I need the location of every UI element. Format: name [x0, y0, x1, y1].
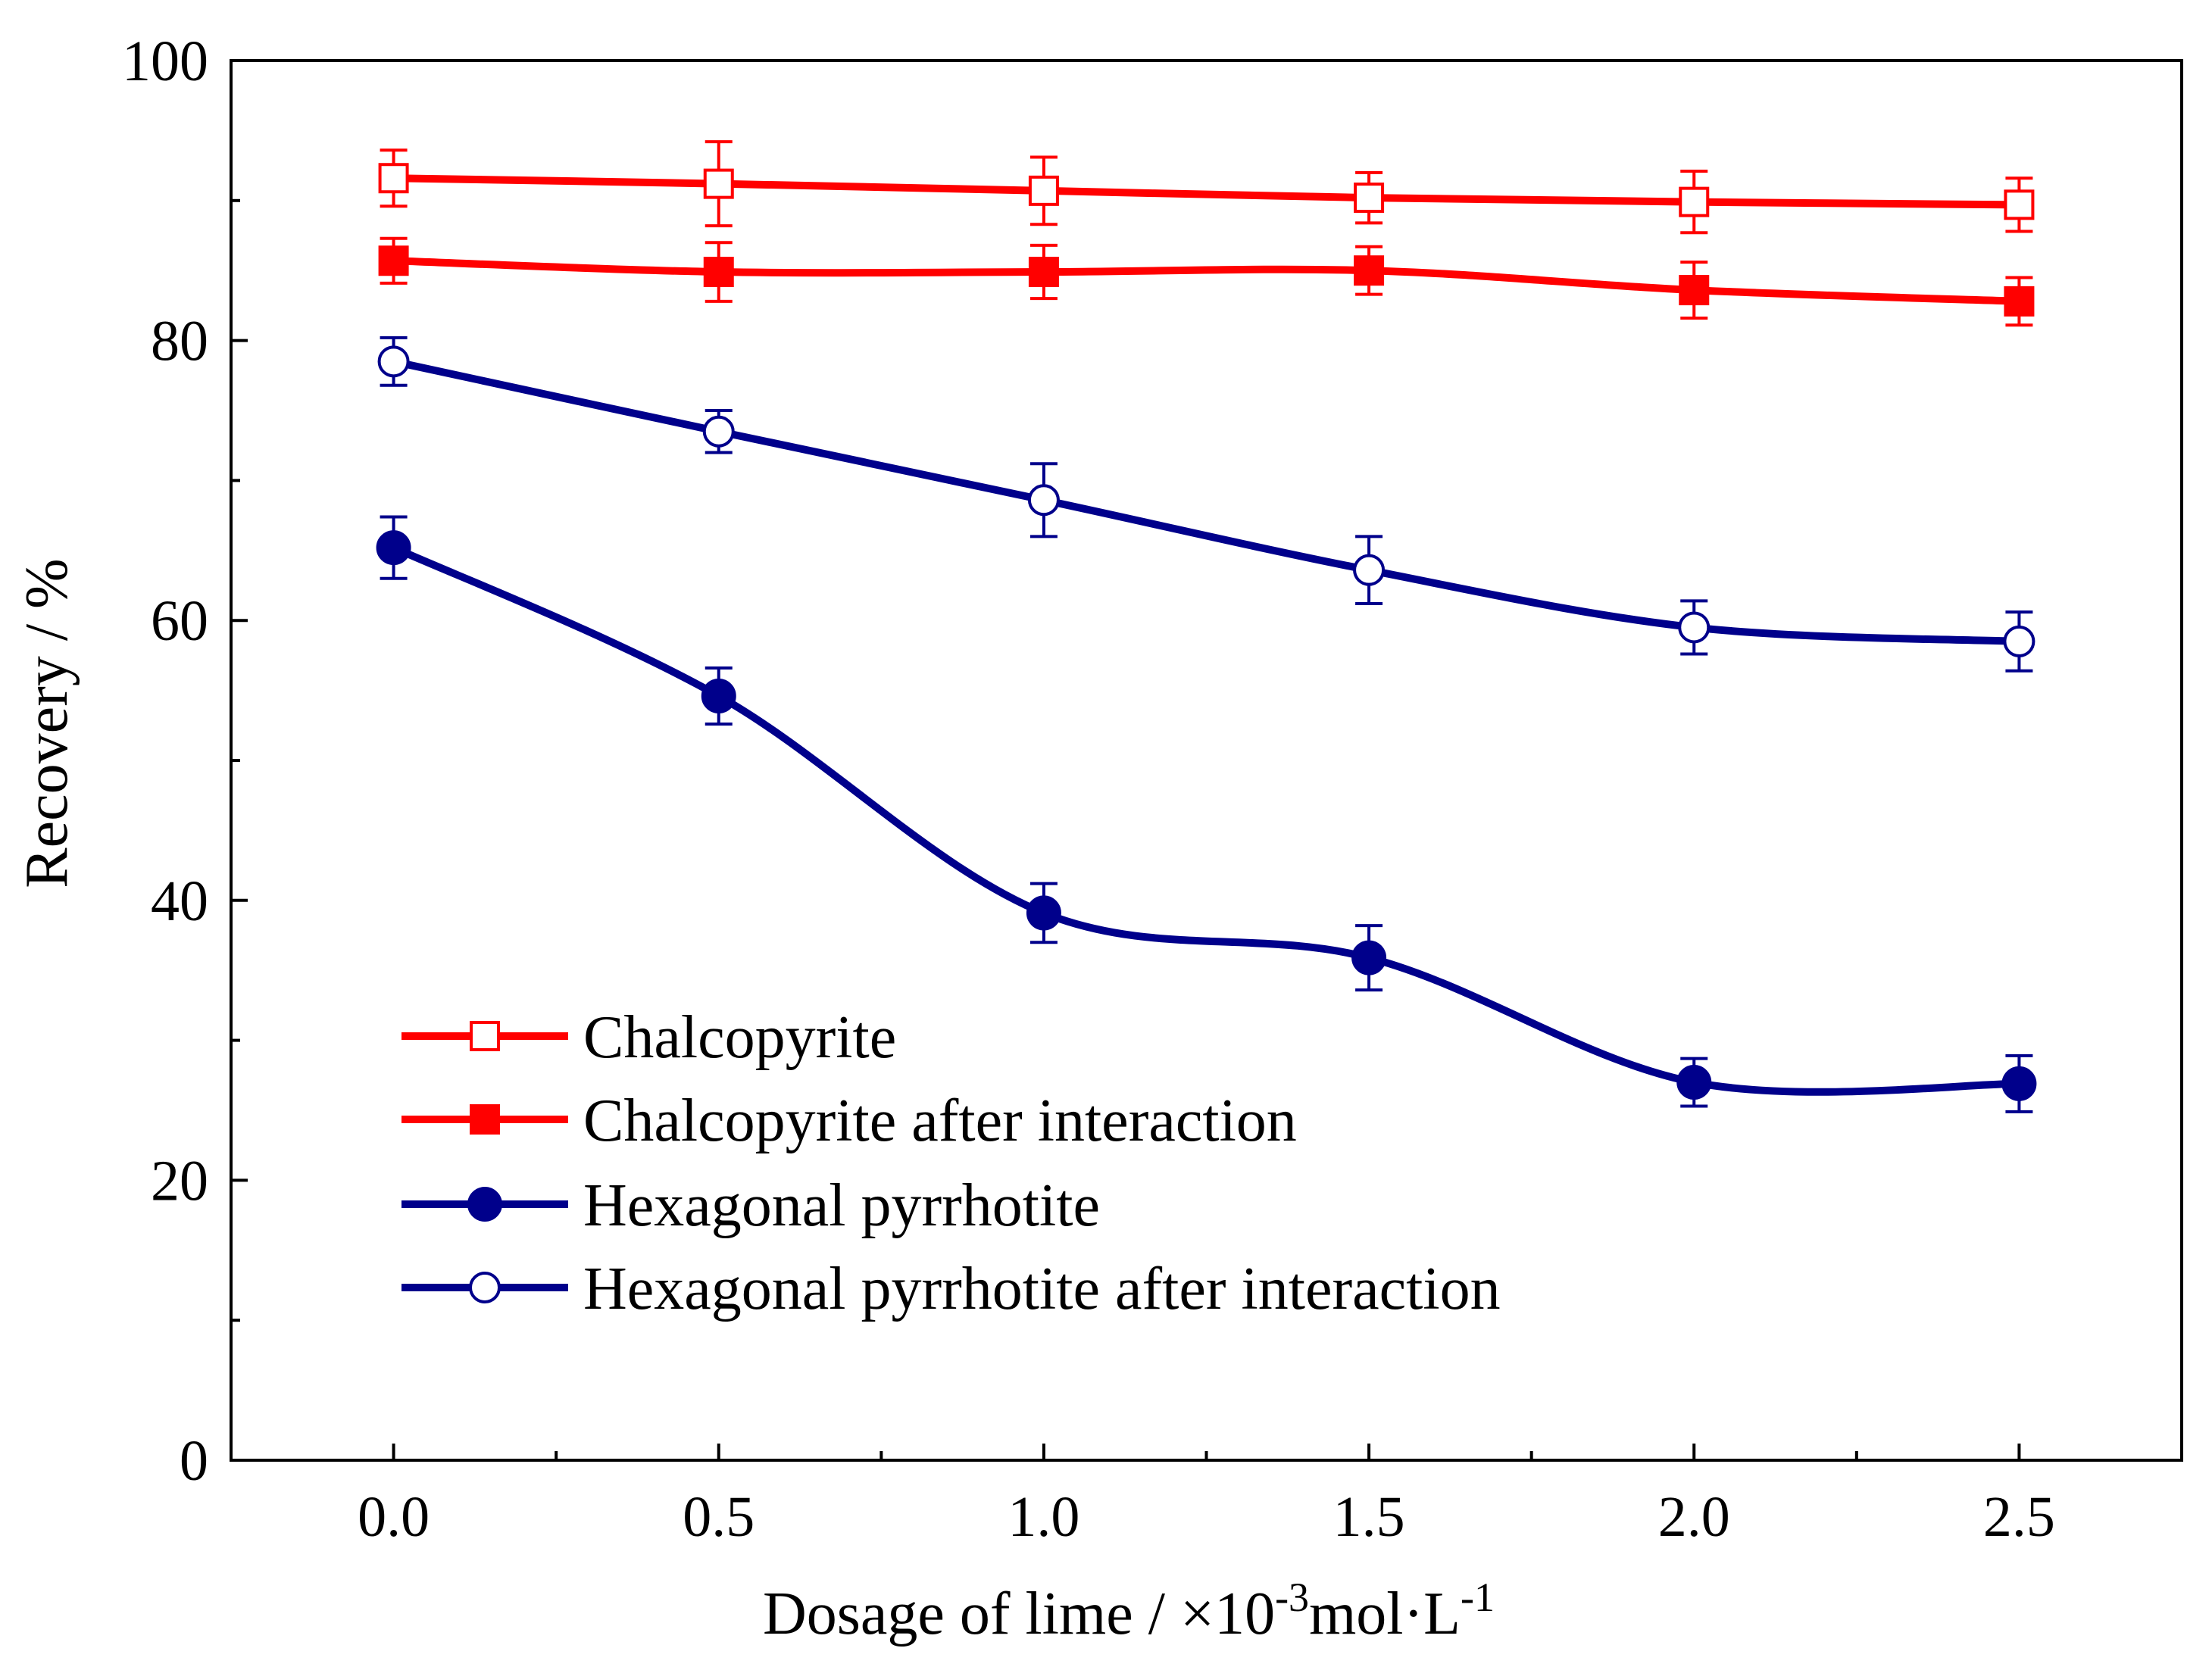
data-point — [2004, 286, 2035, 317]
legend-item-2: Chalcopyrite after interaction — [401, 1088, 1297, 1154]
data-point — [1027, 484, 1060, 517]
y-tick-label: 40 — [151, 869, 208, 933]
legend-item-1: Chalcopyrite — [401, 1004, 896, 1071]
data-point — [1028, 175, 1059, 206]
y-tick-label: 20 — [151, 1149, 208, 1213]
data-point — [701, 678, 736, 713]
data-point — [2001, 1066, 2037, 1101]
legend-swatch-marker — [470, 1021, 500, 1051]
series-line — [389, 357, 2023, 645]
data-point — [377, 345, 410, 378]
data-point — [378, 245, 409, 276]
series-layer — [376, 140, 2037, 1113]
x-axis-title-unit: mol·L — [1309, 1581, 1461, 1647]
legend-label: Chalcopyrite — [583, 1004, 896, 1071]
data-point — [1676, 1065, 1712, 1100]
legend-item-4: Hexagonal pyrrhotite after interaction — [401, 1256, 1501, 1322]
data-point — [1678, 611, 1711, 644]
series-line — [389, 257, 2023, 305]
series-1 — [378, 140, 2035, 235]
data-point — [1351, 940, 1387, 975]
data-point — [703, 168, 734, 199]
data-point — [1028, 257, 1059, 288]
series-2 — [378, 236, 2035, 327]
legend-label: Hexagonal pyrrhotite — [583, 1172, 1100, 1239]
legend-label: Chalcopyrite after interaction — [583, 1088, 1297, 1154]
x-tick-label: 1.5 — [1333, 1485, 1405, 1549]
data-point — [703, 257, 734, 288]
y-axis-title: Recovery / % — [14, 558, 80, 888]
x-tick-label: 0.5 — [683, 1485, 755, 1549]
data-point — [1679, 186, 1710, 217]
legend: Chalcopyrite Chalcopyrite after interacti… — [401, 1004, 1501, 1322]
x-tick-label: 0.0 — [358, 1485, 430, 1549]
series-4 — [377, 336, 2035, 673]
data-point — [2004, 189, 2035, 220]
series-3 — [376, 515, 2037, 1113]
x-tick-label: 2.5 — [1983, 1485, 2055, 1549]
data-point — [1026, 895, 1061, 931]
x-axis-title: Dosage of lime / ×10-3mol·L-1 — [763, 1575, 1495, 1647]
y-tick-label: 100 — [122, 30, 208, 93]
series-line — [389, 544, 2023, 1096]
x-axis-title-sup2: -1 — [1461, 1575, 1495, 1620]
data-point — [1353, 554, 1386, 586]
legend-swatch-marker — [469, 1272, 501, 1303]
data-point — [1354, 183, 1385, 214]
y-tick-label: 60 — [151, 589, 208, 653]
data-point — [1679, 275, 1710, 306]
axes-layer: 0.0 0.5 1.0 1.5 2.0 2.5 0 20 40 60 80 100 — [122, 30, 2183, 1549]
data-point — [378, 163, 409, 194]
legend-swatch-marker — [470, 1104, 500, 1135]
data-point — [702, 415, 735, 448]
data-point — [1354, 255, 1385, 286]
y-tick-label: 0 — [180, 1429, 208, 1493]
legend-swatch-marker — [467, 1187, 502, 1222]
x-axis-title-main: Dosage of lime / ×10 — [763, 1581, 1275, 1647]
x-tick-label: 2.0 — [1658, 1485, 1730, 1549]
x-tick-label: 1.0 — [1008, 1485, 1079, 1549]
legend-label: Hexagonal pyrrhotite after interaction — [583, 1256, 1501, 1322]
legend-item-3: Hexagonal pyrrhotite — [401, 1172, 1100, 1239]
x-axis-title-sup1: -3 — [1275, 1575, 1309, 1620]
series-line — [389, 174, 2023, 209]
y-tick-label: 80 — [151, 310, 208, 373]
data-point — [376, 530, 411, 566]
data-point — [2003, 625, 2035, 657]
